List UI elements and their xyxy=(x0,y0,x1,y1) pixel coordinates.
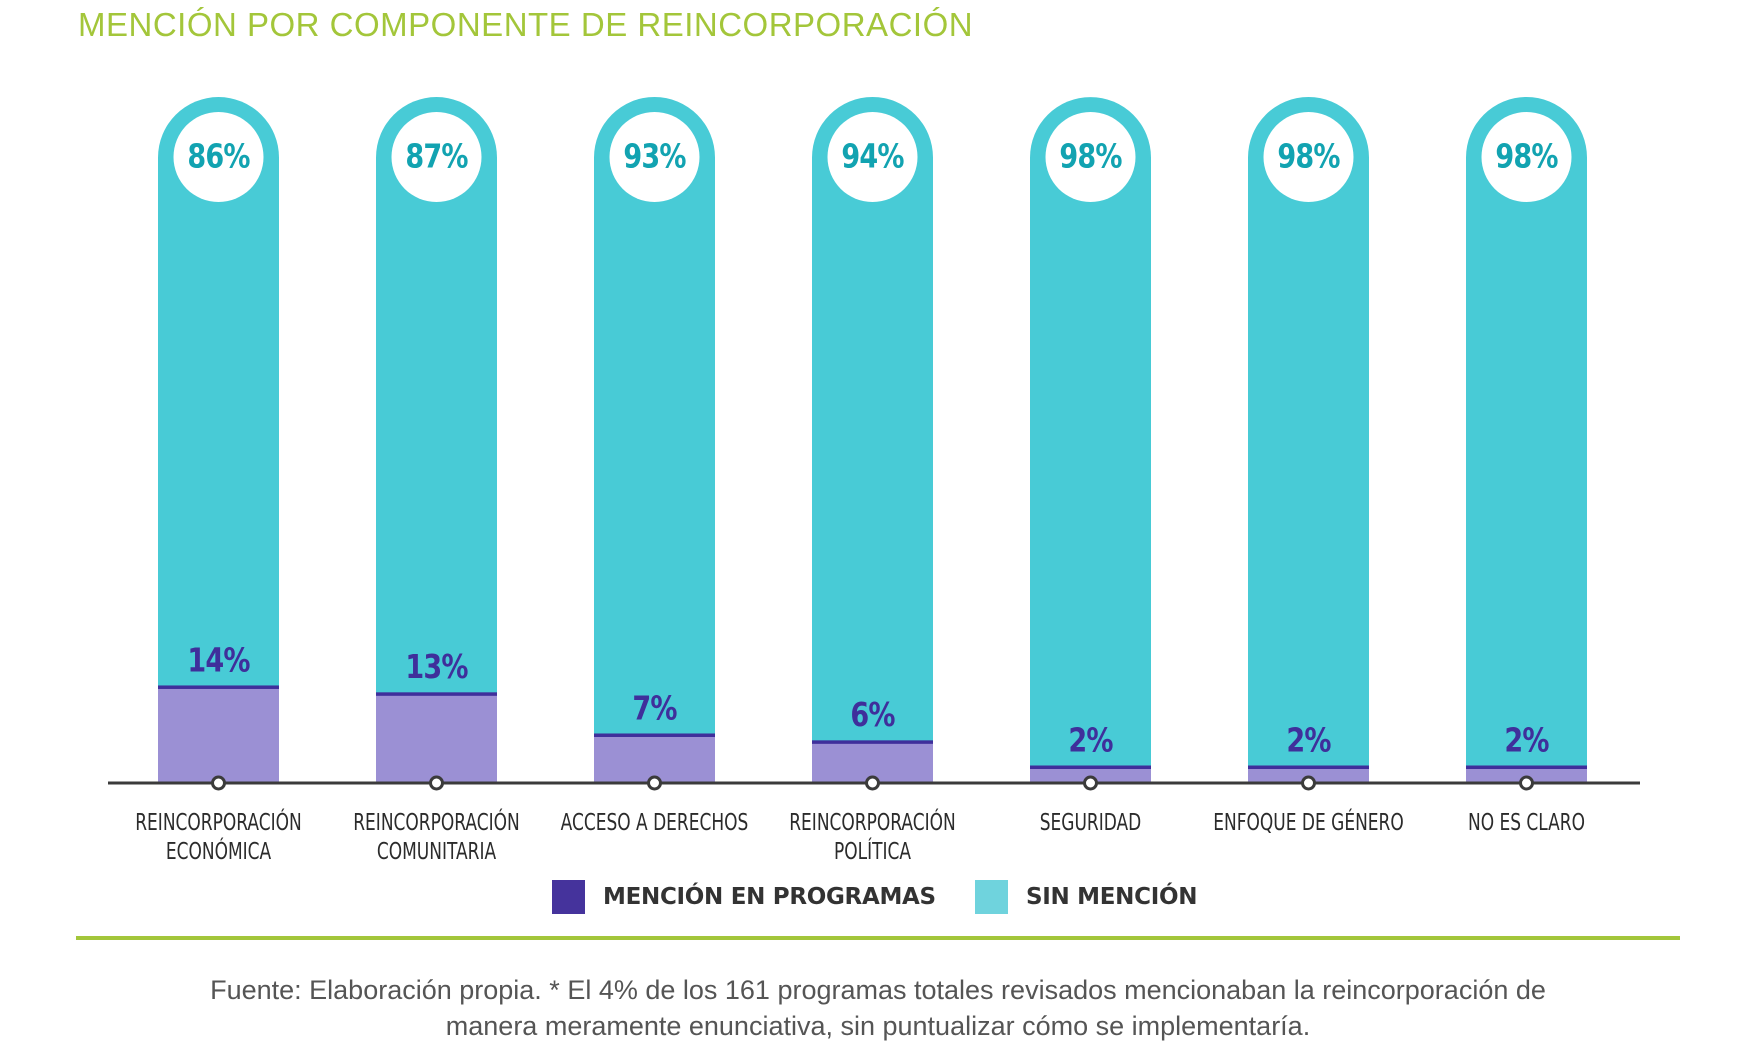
legend-swatch-mention xyxy=(552,880,585,914)
category-labels-group: REINCORPORACIÓNECONÓMICAREINCORPORACIÓNC… xyxy=(135,808,1585,864)
axis-tick-marker xyxy=(1083,775,1098,791)
data-label-mention: 2% xyxy=(1068,722,1113,760)
separator-line xyxy=(76,936,1680,940)
bar-mention xyxy=(1248,767,1369,783)
top-label-circle xyxy=(827,112,918,202)
data-label-mention: 13% xyxy=(405,649,468,687)
stacked-bar-chart: 86% 14% 87% 13% 93% 7% 94% 6% 98% 2% 98% 2% 98% 2% RE… xyxy=(108,96,1640,865)
legend-item-no-mention: SIN MENCIÓN xyxy=(975,880,1197,914)
axis-tick-marker xyxy=(647,775,662,791)
bar-group: 98% 2% xyxy=(1248,96,1369,783)
bar-group: 98% 2% xyxy=(1466,96,1587,783)
data-label-no-mention: 86% xyxy=(187,138,250,176)
data-label-mention: 7% xyxy=(632,690,677,728)
legend-item-mention: MENCIÓN EN PROGRAMAS xyxy=(552,880,936,914)
top-label-circle xyxy=(1045,112,1136,202)
bar-mention-top-line xyxy=(594,733,715,737)
data-label-mention: 2% xyxy=(1504,722,1549,760)
data-label-no-mention: 94% xyxy=(841,138,904,176)
axis-tick-marker xyxy=(211,775,226,791)
x-tick-label: REINCORPORACIÓN xyxy=(789,808,956,835)
legend: MENCIÓN EN PROGRAMAS SIN MENCIÓN xyxy=(0,880,1738,916)
bar-mention-top-line xyxy=(1248,765,1369,769)
bar-mention-top-line xyxy=(376,692,497,696)
x-tick-label: POLÍTICA xyxy=(834,837,911,864)
x-tick-label: SEGURIDAD xyxy=(1040,808,1142,835)
bar-mention-top-line xyxy=(1030,765,1151,769)
data-label-no-mention: 87% xyxy=(405,138,468,176)
bar-no-mention xyxy=(1248,96,1369,783)
data-label-no-mention: 98% xyxy=(1495,138,1558,176)
x-tick-label: ACCESO A DERECHOS xyxy=(561,808,749,835)
data-label-no-mention: 98% xyxy=(1277,138,1340,176)
bar-group: 98% 2% xyxy=(1030,97,1151,783)
bar-group: 86% 14% xyxy=(158,97,279,783)
data-label-mention: 2% xyxy=(1286,722,1331,760)
top-label-circle xyxy=(173,112,264,202)
bar-no-mention xyxy=(812,96,933,783)
top-label-circle xyxy=(1263,112,1354,202)
data-label-mention: 14% xyxy=(187,642,250,680)
x-tick-label: ECONÓMICA xyxy=(166,837,271,864)
chart-title: MENCIÓN POR COMPONENTE DE REINCORPORACIÓ… xyxy=(78,6,974,43)
bar-group: 93% 7% xyxy=(594,96,715,783)
x-tick-label: ENFOQUE DE GÉNERO xyxy=(1213,808,1403,835)
legend-label-mention: MENCIÓN EN PROGRAMAS xyxy=(603,884,936,910)
data-label-no-mention: 93% xyxy=(623,138,686,176)
bar-no-mention xyxy=(376,97,497,784)
axis-tick-marker xyxy=(865,775,880,791)
bar-mention xyxy=(158,686,279,783)
x-tick-label: REINCORPORACIÓN xyxy=(135,808,302,835)
bar-mention xyxy=(1030,767,1151,783)
bar-mention-top-line xyxy=(158,685,279,689)
bar-no-mention xyxy=(594,96,715,783)
bar-no-mention xyxy=(158,97,279,783)
bar-no-mention xyxy=(1466,96,1587,783)
bars-group: 86% 14% 87% 13% 93% 7% 94% 6% 98% 2% 98% 2% 98% 2% xyxy=(158,96,1587,784)
axis-tick-marker xyxy=(1519,775,1534,791)
x-tick-label: COMUNITARIA xyxy=(377,837,496,864)
axis-ticks-group xyxy=(211,775,1534,791)
bar-no-mention xyxy=(1030,97,1151,783)
source-note: Fuente: Elaboración propia. * El 4% de l… xyxy=(76,972,1680,1044)
bar-mention-top-line xyxy=(812,740,933,744)
bar-mention xyxy=(594,734,715,783)
legend-swatch-no-mention xyxy=(975,880,1008,914)
bar-mention xyxy=(1466,767,1587,783)
top-label-circle xyxy=(609,112,700,202)
source-note-line-2: manera meramente enunciativa, sin puntua… xyxy=(445,1011,1311,1041)
bar-mention xyxy=(376,693,497,783)
top-label-circle xyxy=(1481,112,1572,202)
bar-mention-top-line xyxy=(1466,765,1587,769)
axis-tick-marker xyxy=(1301,775,1316,791)
top-label-circle xyxy=(391,112,482,202)
x-tick-label: REINCORPORACIÓN xyxy=(353,808,520,835)
bar-group: 94% 6% xyxy=(812,96,933,783)
legend-label-no-mention: SIN MENCIÓN xyxy=(1026,884,1198,910)
bar-group: 87% 13% xyxy=(376,97,497,784)
axis-tick-marker xyxy=(429,775,444,791)
x-tick-label: NO ES CLARO xyxy=(1468,808,1585,835)
data-label-mention: 6% xyxy=(850,697,895,735)
source-note-line-1: Fuente: Elaboración propia. * El 4% de l… xyxy=(210,975,1546,1005)
data-label-no-mention: 98% xyxy=(1059,138,1122,176)
